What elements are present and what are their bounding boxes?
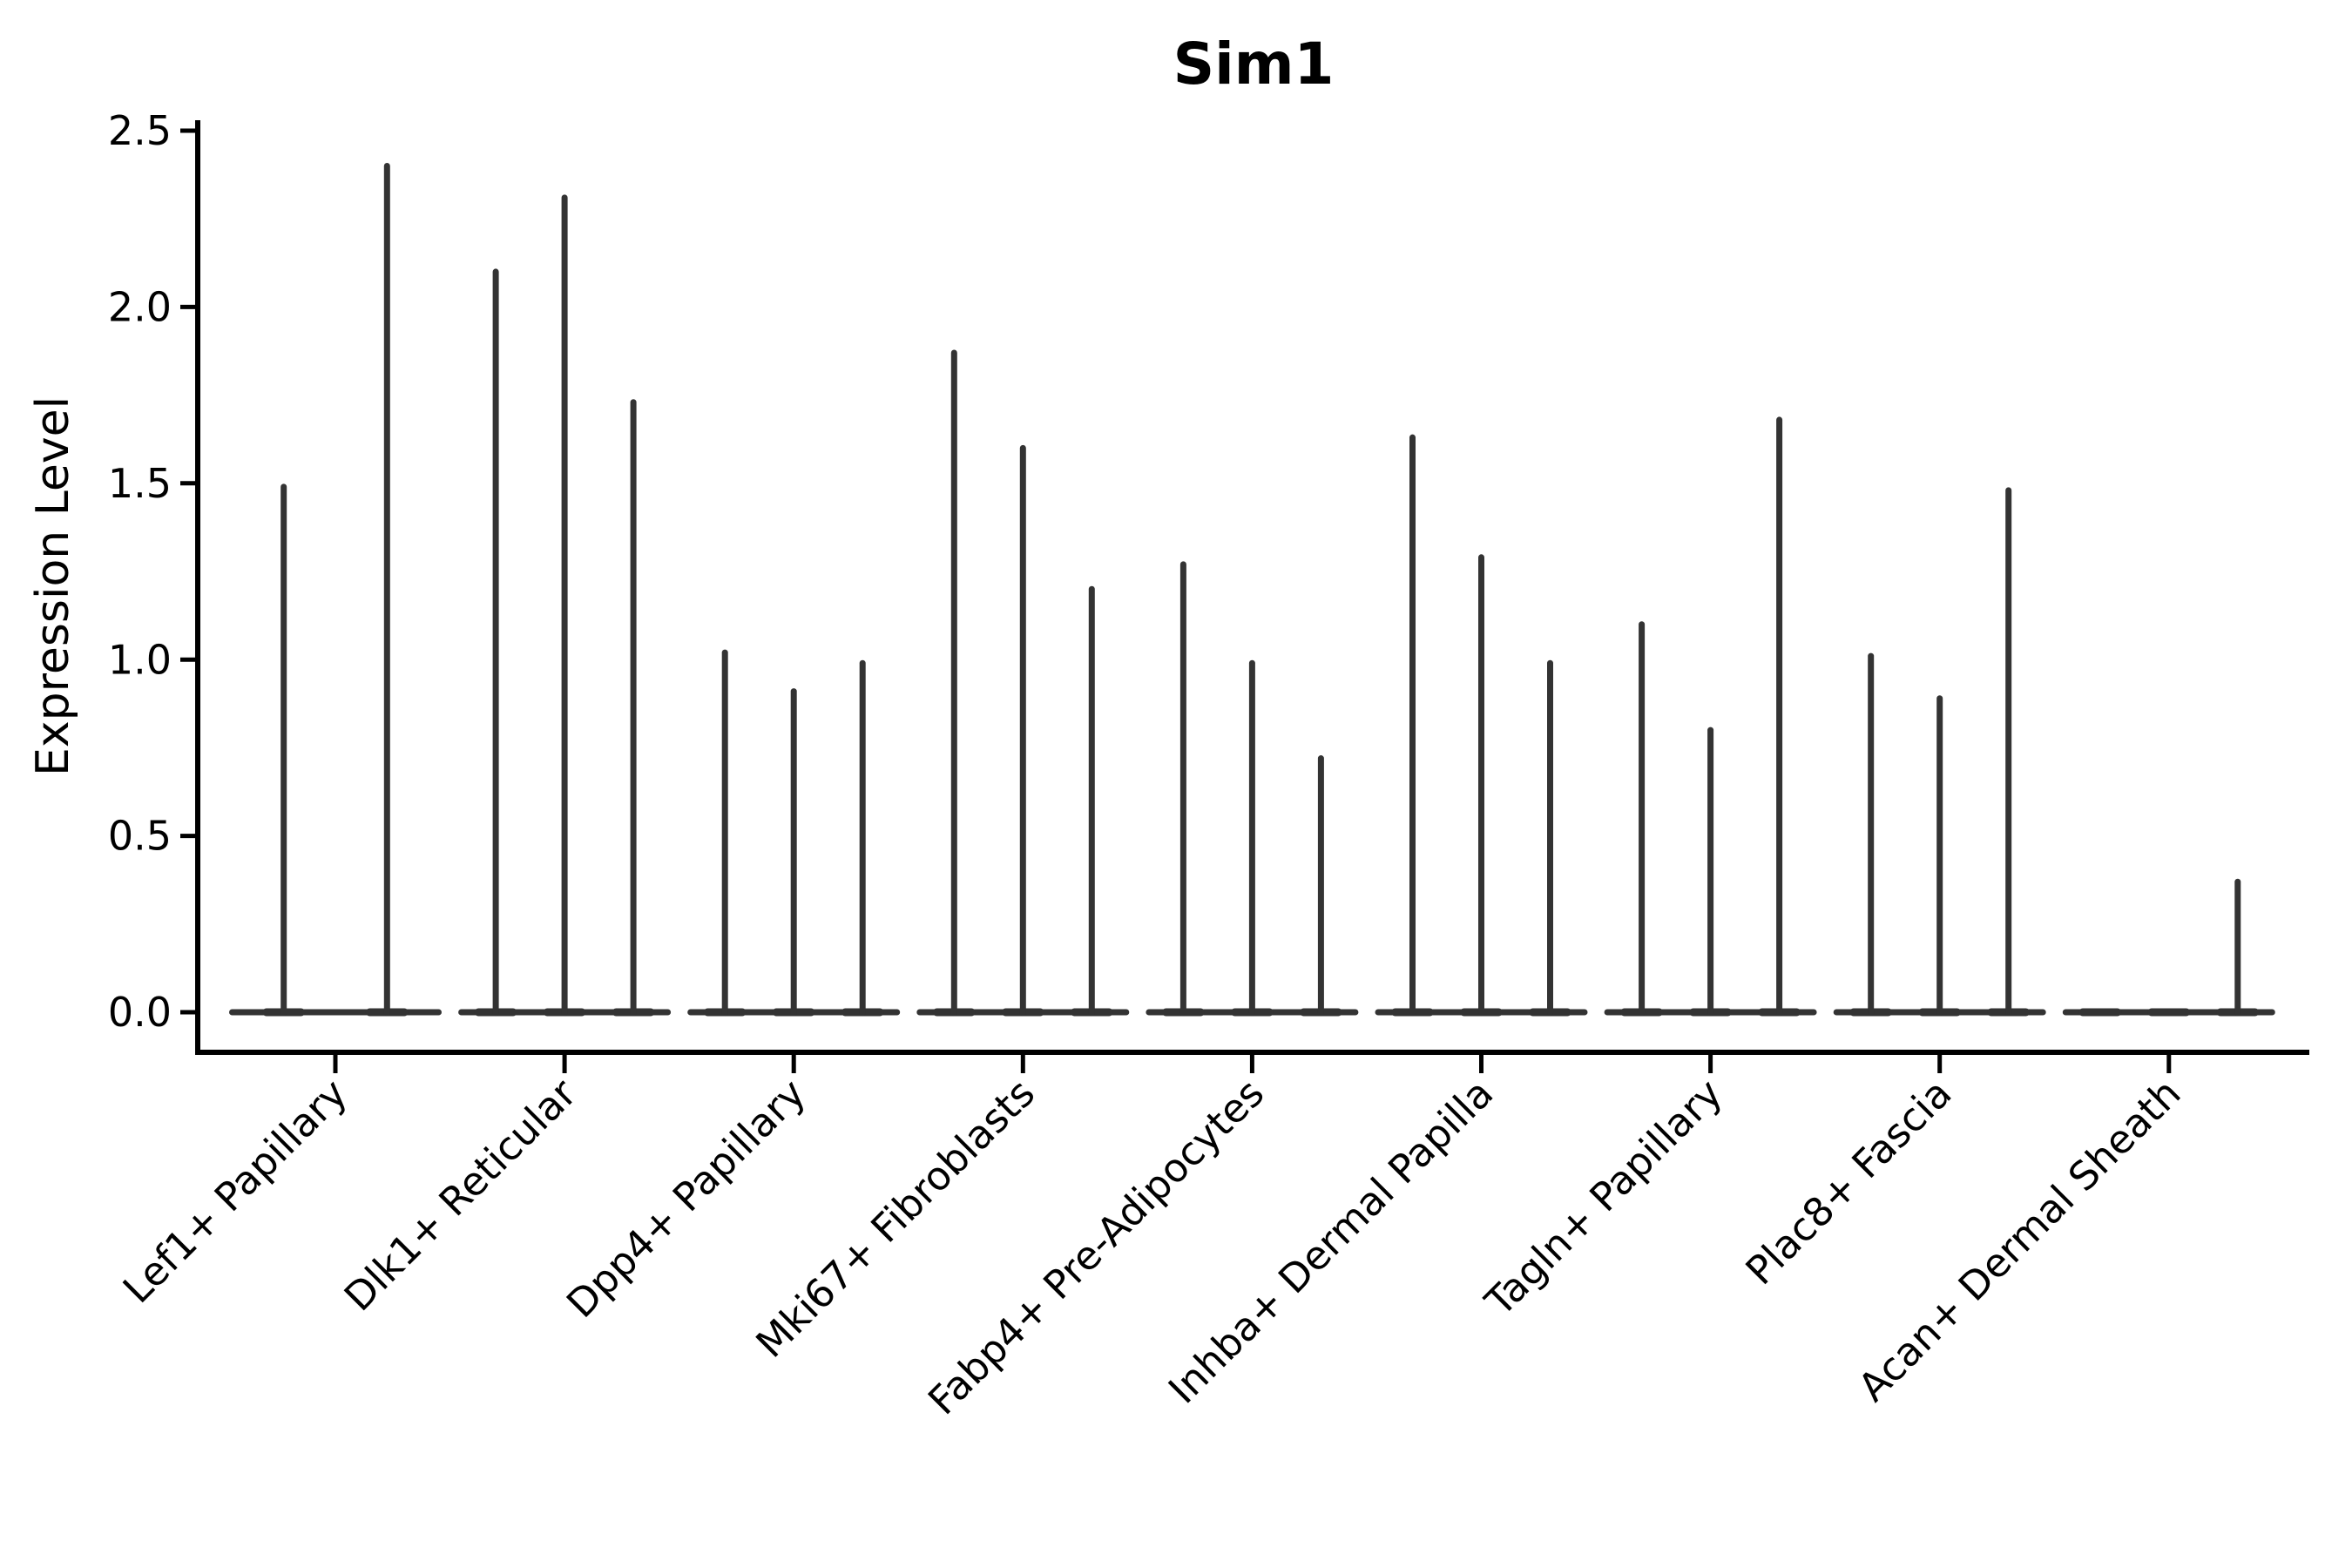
plot-title: Sim1 (1173, 30, 1335, 98)
y-tick-label: 2.0 (108, 284, 172, 331)
y-tick-label: 2.5 (108, 107, 172, 154)
x-category-label: Tagln+ Papillary (1476, 1070, 1731, 1325)
x-category-label: Dpp4+ Papillary (558, 1070, 814, 1327)
x-category-label: Plac8+ Fascia (1737, 1070, 1961, 1294)
x-category-label: Lef1+ Papillary (114, 1070, 356, 1312)
y-tick-label: 1.0 (108, 636, 172, 683)
y-axis-label: Expression Level (27, 396, 79, 776)
y-tick-label: 0.0 (108, 989, 172, 1036)
y-tick-label: 0.5 (108, 813, 172, 860)
y-tick-label: 1.5 (108, 460, 172, 507)
x-category-label: Dlk1+ Reticular (335, 1070, 585, 1320)
